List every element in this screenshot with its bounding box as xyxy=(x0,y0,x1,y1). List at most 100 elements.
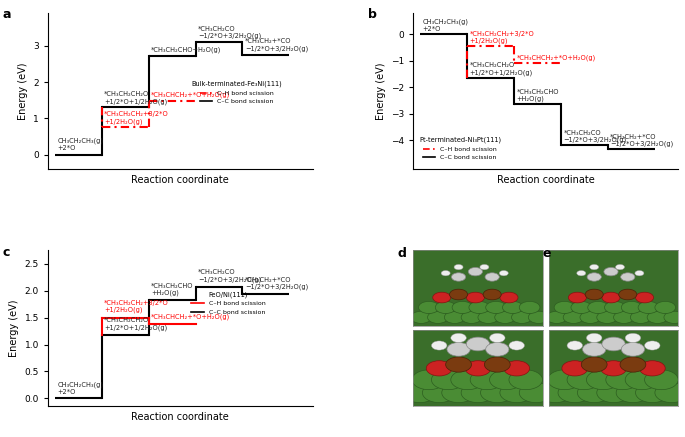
Circle shape xyxy=(519,383,553,402)
Circle shape xyxy=(470,370,503,390)
Circle shape xyxy=(423,383,456,402)
Circle shape xyxy=(571,302,592,313)
Circle shape xyxy=(597,383,630,402)
Circle shape xyxy=(567,370,601,390)
Y-axis label: Energy (eV): Energy (eV) xyxy=(375,62,386,120)
Circle shape xyxy=(636,292,653,303)
Text: *CH₃CH₂CO
−1/2*O+3/2H₂O(g): *CH₃CH₂CO −1/2*O+3/2H₂O(g) xyxy=(198,26,261,39)
Circle shape xyxy=(503,361,530,376)
Circle shape xyxy=(509,341,525,350)
Circle shape xyxy=(484,357,510,372)
Circle shape xyxy=(465,361,491,376)
Circle shape xyxy=(616,383,650,402)
Circle shape xyxy=(547,311,567,323)
Legend: C–H bond scission, C–C bond scission: C–H bond scission, C–C bond scission xyxy=(189,289,268,317)
Circle shape xyxy=(509,370,543,390)
Circle shape xyxy=(645,370,678,390)
Text: b: b xyxy=(369,8,377,21)
Circle shape xyxy=(432,341,447,350)
Circle shape xyxy=(635,271,644,276)
Circle shape xyxy=(480,264,489,270)
Circle shape xyxy=(512,311,532,323)
Text: a: a xyxy=(3,8,12,21)
Circle shape xyxy=(466,337,490,351)
Circle shape xyxy=(567,341,582,350)
Circle shape xyxy=(562,361,588,376)
Text: *CH₃CH₂CH₂O
+1/2*O+1/2H₂O(g): *CH₃CH₂CH₂O +1/2*O+1/2H₂O(g) xyxy=(470,62,533,76)
Circle shape xyxy=(442,383,475,402)
Circle shape xyxy=(582,343,606,356)
Circle shape xyxy=(436,302,456,313)
Circle shape xyxy=(664,311,684,323)
Legend: C–H bond scission, C–C bond scission: C–H bond scission, C–C bond scission xyxy=(416,135,503,163)
Circle shape xyxy=(451,273,466,281)
Circle shape xyxy=(412,370,446,390)
Circle shape xyxy=(548,370,582,390)
Circle shape xyxy=(587,273,601,281)
Text: *CH₃CH₂CO
−1/2*O+3/2H₂O(g): *CH₃CH₂CO −1/2*O+3/2H₂O(g) xyxy=(563,130,627,143)
Legend: C–H bond scission, C–C bond scission: C–H bond scission, C–C bond scission xyxy=(189,78,284,107)
Text: *CH₃CH₂CH₂O
+1/2*O+1/2H₂O(g): *CH₃CH₂CH₂O +1/2*O+1/2H₂O(g) xyxy=(104,91,167,104)
Text: CH₃CH₂CH₃(g)
+2*O: CH₃CH₂CH₃(g) +2*O xyxy=(58,138,103,151)
Circle shape xyxy=(616,264,625,270)
Circle shape xyxy=(427,311,448,323)
Circle shape xyxy=(486,343,509,356)
Circle shape xyxy=(500,383,534,402)
Circle shape xyxy=(447,343,470,356)
Y-axis label: Energy (eV): Energy (eV) xyxy=(9,300,19,357)
Circle shape xyxy=(630,311,651,323)
Circle shape xyxy=(606,370,639,390)
Circle shape xyxy=(619,289,637,300)
Text: *CH₃CH₂+*CO
−1/2*O+3/2H₂O(g): *CH₃CH₂+*CO −1/2*O+3/2H₂O(g) xyxy=(245,38,308,52)
Circle shape xyxy=(426,361,452,376)
Circle shape xyxy=(647,311,668,323)
Circle shape xyxy=(490,370,523,390)
Circle shape xyxy=(625,333,640,343)
Circle shape xyxy=(490,333,505,343)
Text: *CH₃CH₂CO
−1/2*O+3/2H₂O(g): *CH₃CH₂CO −1/2*O+3/2H₂O(g) xyxy=(198,269,261,283)
Circle shape xyxy=(645,341,660,350)
Circle shape xyxy=(655,302,675,313)
Circle shape xyxy=(403,383,436,402)
Circle shape xyxy=(441,271,450,276)
Circle shape xyxy=(454,264,463,270)
Circle shape xyxy=(577,271,586,276)
Text: *CH₃CHCH₂+*O+H₂O(g): *CH₃CHCH₂+*O+H₂O(g) xyxy=(516,55,596,61)
Y-axis label: Energy (eV): Energy (eV) xyxy=(18,62,27,120)
Circle shape xyxy=(461,311,482,323)
Circle shape xyxy=(621,302,642,313)
Circle shape xyxy=(585,289,603,300)
Text: *CH₃CH₂CHO
+H₂O(g): *CH₃CH₂CHO +H₂O(g) xyxy=(516,89,559,102)
Circle shape xyxy=(605,302,625,313)
Circle shape xyxy=(469,302,490,313)
Circle shape xyxy=(558,383,592,402)
Circle shape xyxy=(419,302,439,313)
Circle shape xyxy=(655,383,685,402)
Circle shape xyxy=(452,302,473,313)
Text: *CH₃CH₂CH₂+3/2*O
+1/2H₂O(g): *CH₃CH₂CH₂+3/2*O +1/2H₂O(g) xyxy=(104,111,169,125)
Circle shape xyxy=(625,370,659,390)
Circle shape xyxy=(602,292,620,303)
Circle shape xyxy=(446,357,471,372)
Circle shape xyxy=(433,292,451,303)
Circle shape xyxy=(519,302,540,313)
Circle shape xyxy=(483,289,501,300)
Circle shape xyxy=(451,370,484,390)
Circle shape xyxy=(449,289,468,300)
Text: *CH₃CH₂CHO
+H₂O(g): *CH₃CH₂CHO +H₂O(g) xyxy=(151,283,194,296)
Circle shape xyxy=(503,302,523,313)
Circle shape xyxy=(411,311,432,323)
Circle shape xyxy=(563,311,584,323)
X-axis label: Reaction coordinate: Reaction coordinate xyxy=(497,175,595,185)
Text: *CH₃CH₂CH₂+3/2*O
+1/2H₂O(g): *CH₃CH₂CH₂+3/2*O +1/2H₂O(g) xyxy=(104,300,169,313)
Circle shape xyxy=(621,273,635,281)
Text: CH₃CH₂CH₃(g)
+2*O: CH₃CH₂CH₃(g) +2*O xyxy=(423,19,469,32)
Circle shape xyxy=(604,267,618,276)
Circle shape xyxy=(586,333,602,343)
Circle shape xyxy=(638,302,659,313)
Circle shape xyxy=(569,292,586,303)
Circle shape xyxy=(499,271,508,276)
Circle shape xyxy=(478,311,499,323)
Circle shape xyxy=(597,311,617,323)
Circle shape xyxy=(582,357,607,372)
